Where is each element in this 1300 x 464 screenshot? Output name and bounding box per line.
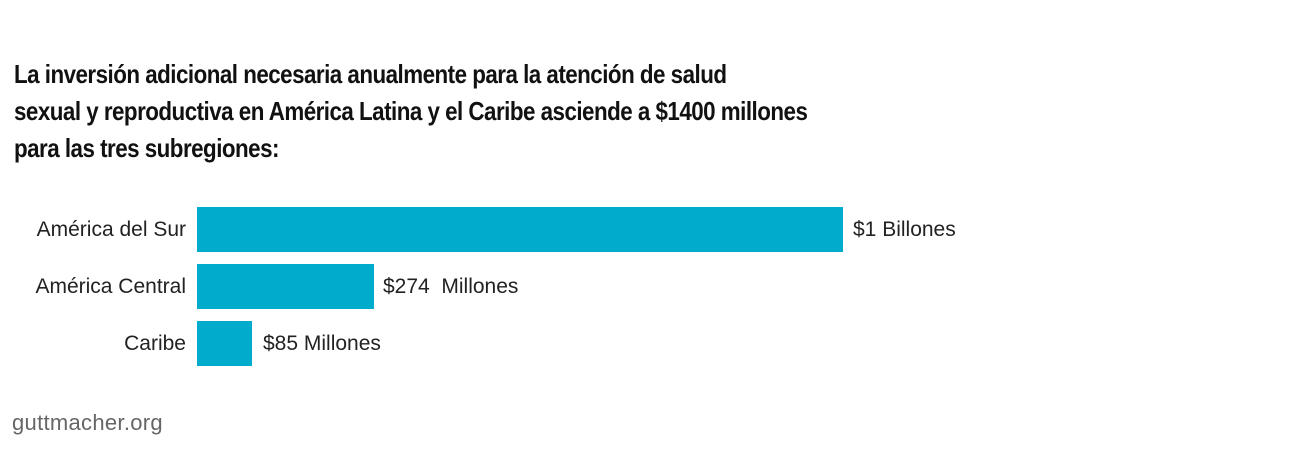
category-label: América Central [35, 275, 186, 298]
title-line-3: para las tres subregiones: [14, 133, 279, 163]
bar-row-central-america: América Central $274 Millones [0, 264, 1300, 309]
title-line-1: La inversión adicional necesaria anualme… [14, 59, 727, 89]
bar-central-america [197, 264, 374, 309]
value-label: $274 Millones [383, 275, 519, 298]
bar-caribbean [197, 321, 252, 366]
bar-row-caribbean: Caribe $85 Millones [0, 321, 1300, 366]
title-line-2: sexual y reproductiva en América Latina … [14, 96, 808, 126]
value-label: $85 Millones [263, 332, 381, 355]
category-label: Caribe [124, 332, 186, 355]
bar-row-south-america: América del Sur $1 Billones [0, 207, 1300, 252]
chart-title: La inversión adicional necesaria anualme… [14, 56, 874, 167]
bar-south-america [197, 207, 843, 252]
category-label: América del Sur [36, 218, 186, 241]
source-credit: guttmacher.org [12, 410, 163, 435]
value-label: $1 Billones [853, 218, 956, 241]
